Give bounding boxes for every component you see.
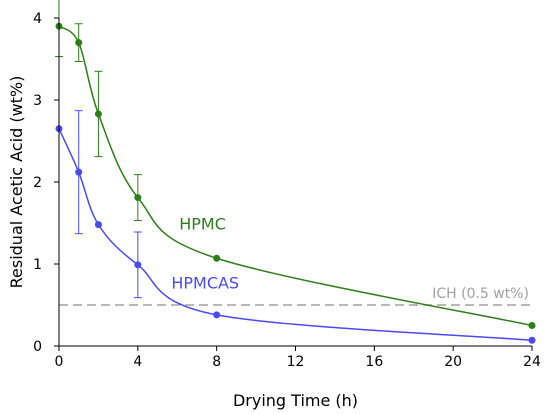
y-tick-label-3: 3: [33, 93, 42, 109]
x-tick-label-8: 8: [212, 354, 221, 370]
data-point-hpmcas-5: [528, 336, 536, 344]
data-point-hpmcas-4: [213, 311, 221, 319]
data-point-hpmcas-3: [134, 261, 142, 269]
y-tick-label-2: 2: [33, 175, 42, 191]
y-tick-label-1: 1: [33, 257, 42, 273]
data-point-hpmcas-1: [75, 168, 83, 176]
series-line-hpmc: [58, 25, 533, 327]
x-tick-label-24: 24: [523, 354, 541, 370]
data-point-hpmc-2: [94, 110, 102, 118]
reference-line-label: ICH (0.5 wt%): [432, 286, 529, 302]
x-axis-title: Drying Time (h): [233, 391, 358, 410]
y-tick-label-4: 4: [33, 11, 42, 27]
y-axis-title: Residual Acetic Acid (wt%): [7, 76, 26, 289]
data-point-hpmc-4: [213, 254, 221, 262]
series-label-hpmcas: HPMCAS: [171, 274, 239, 293]
data-point-hpmc-3: [134, 194, 142, 202]
data-point-hpmcas-2: [94, 221, 102, 229]
data-point-hpmc-1: [75, 39, 83, 47]
series-label-hpmc: HPMC: [179, 215, 226, 234]
plot-area: [55, 0, 536, 344]
data-point-hpmc-5: [528, 322, 536, 329]
x-tick-label-0: 0: [55, 354, 64, 370]
x-tick-label-20: 20: [444, 354, 462, 370]
y-axis: 0 1 2 3 4: [33, 11, 60, 355]
x-tick-label-16: 16: [365, 354, 383, 370]
x-tick-label-4: 4: [133, 354, 142, 370]
series-line-hpmcas: [58, 128, 533, 342]
y-tick-label-0: 0: [33, 339, 42, 355]
x-axis: 0 4 8 12 16 20 24: [55, 345, 541, 370]
x-tick-label-12: 12: [287, 354, 305, 370]
